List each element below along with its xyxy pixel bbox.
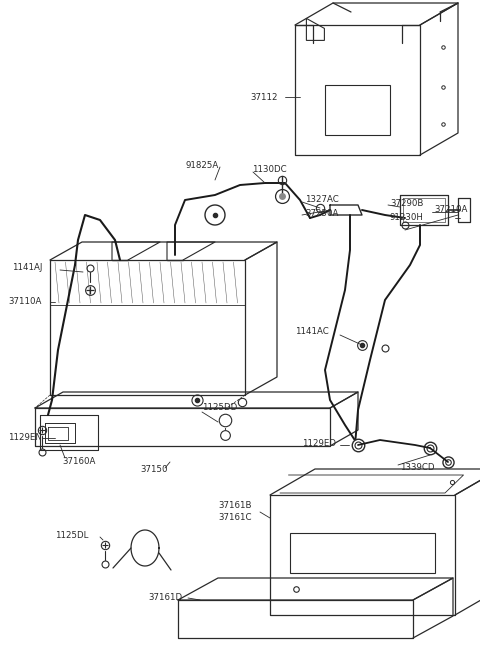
Text: 91230H: 91230H <box>390 214 424 223</box>
Text: 37160A: 37160A <box>62 457 96 466</box>
Text: 1125DD: 1125DD <box>202 403 237 413</box>
Text: 1141AC: 1141AC <box>295 327 329 336</box>
Text: 1339CD: 1339CD <box>400 463 434 472</box>
Text: 91825A: 91825A <box>185 160 218 170</box>
Text: 37161D: 37161D <box>148 593 182 602</box>
Text: 37112: 37112 <box>250 93 277 101</box>
Text: 37210A: 37210A <box>434 206 468 214</box>
Text: 37161B: 37161B <box>218 501 252 509</box>
Text: 37110A: 37110A <box>8 298 41 307</box>
Text: 1130DC: 1130DC <box>252 166 287 175</box>
Text: 1141AJ: 1141AJ <box>12 263 42 273</box>
Text: 1125DL: 1125DL <box>55 530 88 539</box>
Text: 1129EN: 1129EN <box>8 434 42 443</box>
Text: 37290B: 37290B <box>390 198 423 208</box>
Text: 37250A: 37250A <box>305 208 338 217</box>
Text: 37161C: 37161C <box>218 514 252 522</box>
Text: 1327AC: 1327AC <box>305 196 339 204</box>
Text: 1129ED: 1129ED <box>302 438 336 447</box>
Text: 37150: 37150 <box>140 466 168 474</box>
